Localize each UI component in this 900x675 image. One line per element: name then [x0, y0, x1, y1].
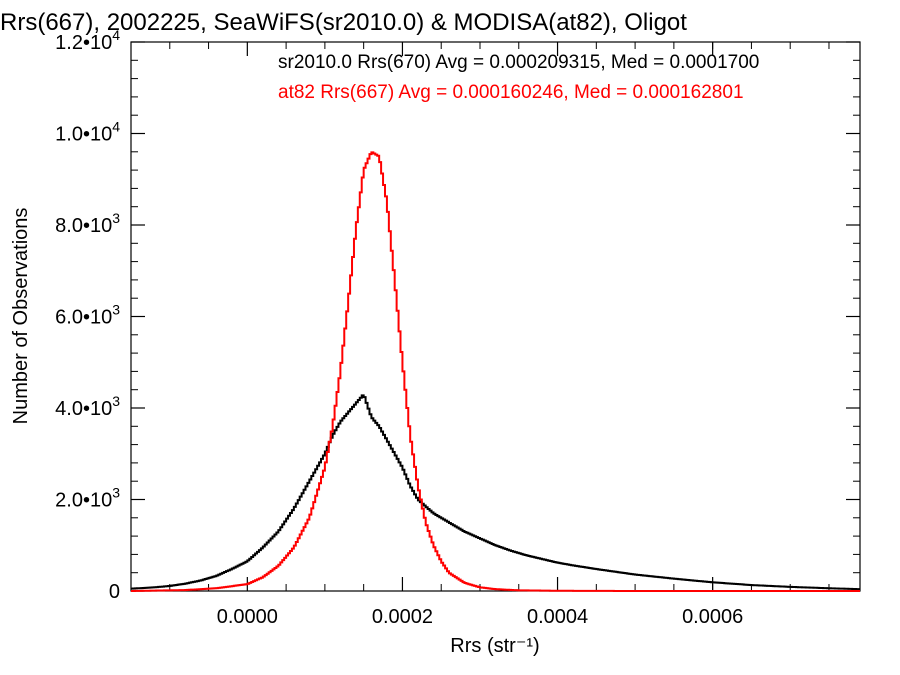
y-tick-label: 6.0•103	[55, 302, 120, 329]
chart-title: Rrs(667), 2002225, SeaWiFS(sr2010.0) & M…	[0, 9, 687, 36]
legend-entry-sr2010: sr2010.0 Rrs(670) Avg = 0.000209315, Med…	[278, 52, 759, 73]
x-tick-label: 0.0002	[372, 606, 433, 628]
axis-ticks	[131, 41, 860, 592]
y-tick-label: 4.0•103	[55, 393, 120, 420]
y-tick-label: 2.0•103	[55, 485, 120, 512]
series-line-0	[131, 394, 860, 591]
series-line-1	[131, 151, 860, 592]
y-tick-label: 1.0•104	[55, 119, 120, 146]
y-tick-label: 0	[109, 581, 120, 603]
tick-labels: 0 2.0•103 4.0•103 6.0•103 8.0•103 1.0•104 1.2•…	[55, 27, 743, 628]
y-tick-label: 8.0•103	[55, 210, 120, 237]
plot-frame	[130, 41, 861, 592]
y-axis-title: Number of Observations	[10, 208, 32, 425]
legend-entry-at82: at82 Rrs(667) Avg = 0.000160246, Med = 0…	[278, 82, 744, 103]
y-tick-label: 1.2•104	[55, 27, 120, 54]
x-axis-title: Rrs (str⁻¹)	[450, 635, 539, 657]
x-tick-label: 0.0000	[217, 606, 278, 628]
x-tick-label: 0.0006	[682, 606, 743, 628]
x-tick-label: 0.0004	[527, 606, 588, 628]
series-layer	[131, 151, 860, 592]
